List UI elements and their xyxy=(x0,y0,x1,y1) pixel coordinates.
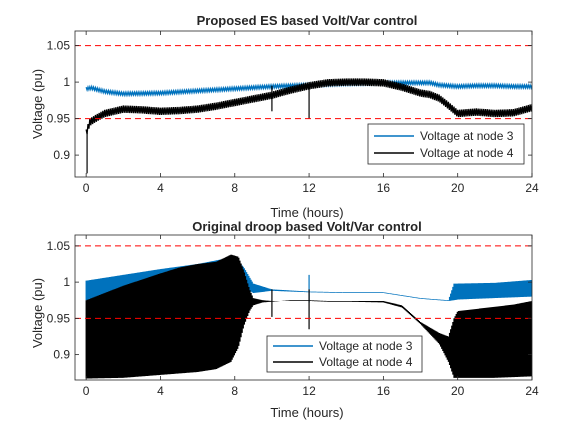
bottom-series-node4 xyxy=(85,254,532,379)
top-x-tick-label: 24 xyxy=(525,181,539,195)
bottom-axes-box xyxy=(74,234,533,381)
top-plot-area xyxy=(75,45,532,174)
top-y-tick-label: 1.05 xyxy=(47,39,71,53)
bottom-x-tick-label: 0 xyxy=(83,384,90,398)
bottom-plot-area xyxy=(75,245,532,379)
bottom-legend: Voltage at node 3 Voltage at node 4 xyxy=(266,335,423,373)
top-series-group xyxy=(75,45,532,174)
top-chart-title: Proposed ES based Volt/Var control xyxy=(197,13,418,28)
bottom-chart-title: Original droop based Volt/Var control xyxy=(192,219,421,234)
bottom-x-tick-label: 24 xyxy=(525,384,539,398)
bottom-x-tick-label: 4 xyxy=(157,384,164,398)
top-axes: 0 4 8 12 16 20 24 0.9 0.95 1 1.05 xyxy=(47,30,539,195)
bottom-y-tick-label: 1.05 xyxy=(47,239,71,253)
top-y-tick-label: 0.9 xyxy=(53,148,70,162)
bottom-x-tick-label: 12 xyxy=(302,384,316,398)
top-x-tick-label: 4 xyxy=(157,181,164,195)
bottom-x-tick-label: 16 xyxy=(377,384,391,398)
bottom-legend-label-node3: Voltage at node 3 xyxy=(319,339,413,353)
bottom-legend-box xyxy=(266,335,423,373)
top-x-tick-label: 0 xyxy=(83,181,90,195)
bottom-y-tick-label: 0.9 xyxy=(53,348,70,362)
top-series-node4 xyxy=(85,78,532,174)
top-y-tick-label: 0.95 xyxy=(47,112,71,126)
top-y-tick-label: 1 xyxy=(63,75,70,89)
top-x-tick-label: 8 xyxy=(231,181,238,195)
subplot-bottom: Original droop based Volt/Var control Ti… xyxy=(30,219,539,420)
top-axes-box xyxy=(74,30,533,178)
bottom-y-tick-label: 0.95 xyxy=(47,311,71,325)
bottom-x-tick-label: 8 xyxy=(231,384,238,398)
top-legend-label-node4: Voltage at node 4 xyxy=(420,146,514,160)
bottom-y-axis-label: Voltage (pu) xyxy=(30,278,45,348)
bottom-y-tick-label: 1 xyxy=(63,275,70,289)
top-y-axis-label: Voltage (pu) xyxy=(30,69,45,139)
bottom-x-axis-label: Time (hours) xyxy=(270,405,343,420)
bottom-axes: 0 4 8 12 16 20 24 0.9 0.95 1 1.05 xyxy=(47,234,539,398)
top-x-axis-label: Time (hours) xyxy=(270,205,343,220)
bottom-series-group xyxy=(75,245,532,379)
top-legend: Voltage at node 3 Voltage at node 4 xyxy=(367,123,525,165)
bottom-x-tick-label: 20 xyxy=(451,384,465,398)
top-x-tick-label: 16 xyxy=(377,181,391,195)
bottom-legend-label-node4: Voltage at node 4 xyxy=(319,355,413,369)
top-x-tick-label: 20 xyxy=(451,181,465,195)
subplot-top: Proposed ES based Volt/Var control Time … xyxy=(30,13,539,220)
top-legend-box xyxy=(367,123,525,165)
top-x-tick-label: 12 xyxy=(302,181,316,195)
bottom-series-node4-band xyxy=(85,254,532,379)
top-legend-label-node3: Voltage at node 3 xyxy=(420,129,514,143)
